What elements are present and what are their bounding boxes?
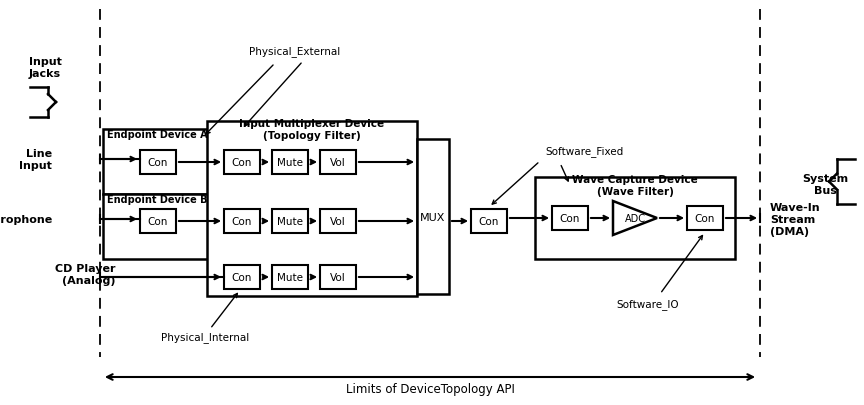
Polygon shape xyxy=(613,202,657,235)
Text: Con: Con xyxy=(232,272,252,282)
Text: Vol: Vol xyxy=(330,158,346,168)
Text: Input Multiplexer Device
(Topology Filter): Input Multiplexer Device (Topology Filte… xyxy=(239,119,384,141)
Bar xyxy=(140,209,176,233)
Bar xyxy=(272,265,308,289)
Text: Con: Con xyxy=(148,158,168,168)
Bar xyxy=(224,209,260,233)
Text: Physical_External: Physical_External xyxy=(250,47,340,58)
Bar xyxy=(140,151,176,175)
Bar xyxy=(320,265,356,289)
Bar xyxy=(103,194,208,259)
Text: System
Bus: System Bus xyxy=(802,174,848,195)
Bar xyxy=(320,209,356,233)
Text: Endpoint Device B: Endpoint Device B xyxy=(107,194,207,205)
Text: Mute: Mute xyxy=(277,272,303,282)
Text: Line
Input: Line Input xyxy=(19,149,52,171)
Text: Con: Con xyxy=(232,216,252,226)
Text: Vol: Vol xyxy=(330,216,346,226)
Bar xyxy=(224,265,260,289)
Text: Con: Con xyxy=(232,158,252,168)
Bar xyxy=(224,151,260,175)
Text: Con: Con xyxy=(479,216,499,226)
Text: Con: Con xyxy=(695,213,715,224)
Text: Wave Capture Device
(Wave Filter): Wave Capture Device (Wave Filter) xyxy=(572,175,698,196)
Bar xyxy=(272,151,308,175)
Text: Endpoint Device A: Endpoint Device A xyxy=(107,130,207,140)
Bar xyxy=(471,209,507,233)
Text: Physical_Internal: Physical_Internal xyxy=(161,332,249,343)
Text: Con: Con xyxy=(148,216,168,226)
Text: Vol: Vol xyxy=(330,272,346,282)
Text: Mute: Mute xyxy=(277,216,303,226)
Text: Software_IO: Software_IO xyxy=(617,299,679,310)
Text: Limits of DeviceTopology API: Limits of DeviceTopology API xyxy=(346,383,514,396)
Bar xyxy=(103,130,208,194)
Text: Wave-In
Stream
(DMA): Wave-In Stream (DMA) xyxy=(770,203,821,236)
Text: Microphone: Microphone xyxy=(0,215,52,224)
Text: Mute: Mute xyxy=(277,158,303,168)
Bar xyxy=(417,140,449,294)
Text: ADC: ADC xyxy=(625,213,645,224)
Text: Software_Fixed: Software_Fixed xyxy=(545,146,623,157)
Bar xyxy=(272,209,308,233)
Bar xyxy=(552,207,588,230)
Bar xyxy=(687,207,723,230)
Bar xyxy=(207,122,417,296)
Text: Input
Jacks: Input Jacks xyxy=(29,57,61,79)
Bar xyxy=(320,151,356,175)
Text: Con: Con xyxy=(560,213,581,224)
Text: CD Player
(Analog): CD Player (Analog) xyxy=(54,264,115,285)
Bar xyxy=(535,177,735,259)
Text: MUX: MUX xyxy=(420,213,446,222)
